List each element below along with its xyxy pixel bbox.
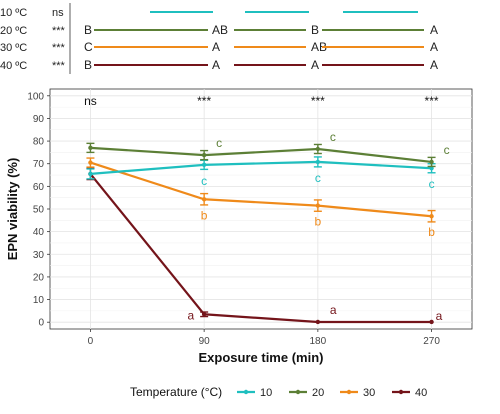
- data-letter-10: c: [201, 174, 207, 188]
- data-letter-10: c: [315, 171, 321, 185]
- data-letter-30: b: [428, 225, 435, 239]
- data-point-10: [201, 162, 207, 168]
- y-tick-label: 10: [33, 295, 45, 306]
- legend-title: Temperature (°C): [130, 385, 222, 399]
- x-tick-label: 270: [423, 336, 440, 347]
- legend-label-20: 20: [312, 387, 324, 399]
- y-tick-label: 30: [33, 250, 45, 261]
- data-letter-20: c: [216, 136, 222, 150]
- panel-letter: C: [84, 40, 93, 54]
- panel-letter: B: [84, 23, 92, 37]
- data-letter-40: a: [187, 308, 194, 322]
- data-letter-30: b: [315, 215, 322, 229]
- y-tick-label: 0: [38, 318, 44, 329]
- data-point-20: [429, 159, 434, 165]
- data-point-10: [315, 159, 321, 165]
- panel-letter: A: [311, 58, 319, 72]
- data-point-40: [315, 319, 321, 325]
- panel-row-label: 10 ºC: [0, 7, 27, 19]
- data-point-40: [201, 312, 207, 317]
- legend-label-10: 10: [260, 387, 272, 399]
- y-tick-label: 60: [33, 182, 45, 193]
- legend-label-30: 30: [363, 387, 375, 399]
- y-tick-label: 20: [33, 272, 45, 283]
- panel-row-sig: ns: [52, 7, 64, 19]
- legend-key-point-30: [346, 389, 352, 395]
- legend-key-point-10: [243, 389, 249, 395]
- panel-row-sig: ***: [52, 60, 66, 72]
- data-point-20: [88, 145, 93, 151]
- data-point-10: [88, 171, 93, 177]
- data-point-30: [429, 214, 434, 219]
- panel-letter: AB: [212, 23, 228, 37]
- x-tick-label: 0: [88, 336, 94, 347]
- data-point-30: [315, 203, 321, 208]
- panel-letter: B: [311, 23, 319, 37]
- data-letter-40: a: [330, 303, 337, 317]
- x-tick-label: 90: [199, 336, 211, 347]
- series-line-30: [90, 161, 432, 218]
- data-letter-20: c: [444, 143, 450, 157]
- significance-label: ns: [84, 94, 97, 108]
- y-axis-title: EPN viability (%): [5, 158, 20, 261]
- legend-key-point-20: [295, 389, 301, 395]
- series-line-40: [89, 173, 432, 324]
- data-letter-20: c: [330, 130, 336, 144]
- y-tick-label: 90: [33, 114, 45, 125]
- panel-letter: AB: [311, 40, 327, 54]
- panel-letter: A: [212, 40, 220, 54]
- significance-label: ***: [197, 94, 211, 108]
- data-point-20: [315, 146, 321, 152]
- data-point-10: [429, 166, 434, 171]
- y-tick-label: 100: [27, 91, 44, 102]
- panel-letter: A: [430, 58, 438, 72]
- panel-letter: A: [430, 40, 438, 54]
- legend-key-point-40: [398, 389, 404, 395]
- series-line-20: [90, 146, 432, 163]
- panel-letter: A: [430, 23, 438, 37]
- y-tick-label: 40: [33, 227, 45, 238]
- y-tick-label: 70: [33, 159, 45, 170]
- data-letter-30: b: [201, 208, 208, 222]
- y-tick-label: 50: [33, 205, 45, 216]
- x-axis-title: Exposure time (min): [199, 350, 324, 365]
- panel-row-label: 40 ºC: [0, 60, 27, 72]
- data-point-20: [201, 152, 207, 158]
- y-tick-label: 80: [33, 137, 45, 148]
- legend-label-40: 40: [415, 387, 427, 399]
- panel-row-sig: ***: [52, 25, 66, 37]
- panel-row-label: 20 ºC: [0, 25, 27, 37]
- panel-letter: A: [212, 58, 220, 72]
- panel-letter: B: [84, 58, 92, 72]
- series-line-10: [90, 160, 432, 176]
- panel-row-label: 30 ºC: [0, 42, 27, 54]
- panel-row-sig: ***: [52, 42, 66, 54]
- data-letter-40: a: [436, 309, 443, 323]
- data-point-30: [201, 197, 207, 202]
- x-tick-label: 180: [310, 336, 327, 347]
- significance-label: ***: [425, 94, 439, 108]
- data-point-40: [429, 319, 434, 325]
- data-point-30: [88, 160, 93, 165]
- significance-label: ***: [311, 94, 325, 108]
- data-letter-10: c: [429, 177, 435, 191]
